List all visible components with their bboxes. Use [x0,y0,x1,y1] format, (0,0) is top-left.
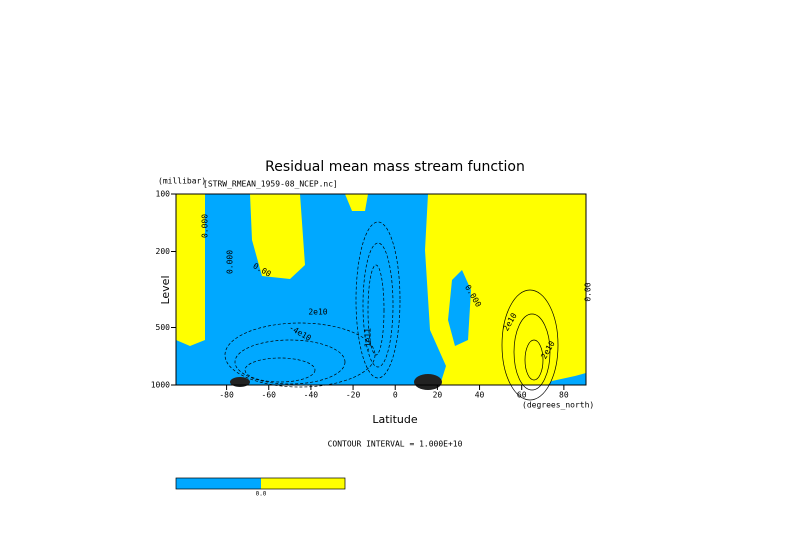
y-tick-label: 200 [156,247,171,256]
colorbar-swatch [261,478,345,489]
subtitle: [STRW_RMEAN_1959-08_NCEP.nc] [203,180,338,189]
contour-label: 2e10 [308,308,327,317]
positive-contour [513,313,551,391]
x-tick-label: -40 [304,391,319,400]
y-axis-label: Level [159,275,172,304]
x-tick-label: -80 [219,391,234,400]
negative-fill [448,270,471,346]
negative-contour [367,264,385,356]
plot-frame [175,193,587,386]
x-tick-label: 60 [517,391,527,400]
negative-fill [548,373,586,385]
colorbar-label: 0.0 [256,491,267,498]
x-tick-label: -60 [262,391,277,400]
colorbar-frame [175,477,346,490]
negative-contour [234,339,346,385]
x-tick-label: -20 [346,391,361,400]
x-tick-label: 0 [393,391,398,400]
x-tick-label: 20 [433,391,443,400]
chart-title: Residual mean mass stream function [265,159,525,175]
footer: CONTOUR INTERVAL = 1.000E+10 [328,440,463,449]
contour-label: -1e11 [364,328,373,352]
positive-contour [524,339,544,381]
negative-contour [355,221,401,379]
negative-contour [362,242,394,368]
contour-label: 0.000 [201,214,210,238]
negative-fill [176,194,446,385]
contour-label: 0.00 [584,282,593,301]
y-tick-label: 100 [156,190,171,199]
x-tick-label: 40 [475,391,485,400]
contour-label: 0.000 [226,250,235,274]
negative-contour [224,322,376,388]
x-axis-label: Latitude [372,413,418,426]
negative-contour [244,357,316,383]
y-units: (millibar) [158,177,206,186]
dense-contours [414,374,442,390]
y-tick-label: 1000 [151,381,170,390]
y-tick-label: 500 [156,323,171,332]
x-units: (degrees_north) [522,401,594,410]
positive-contour [501,289,559,401]
x-tick-label: 80 [559,391,569,400]
colorbar-swatch [176,478,261,489]
